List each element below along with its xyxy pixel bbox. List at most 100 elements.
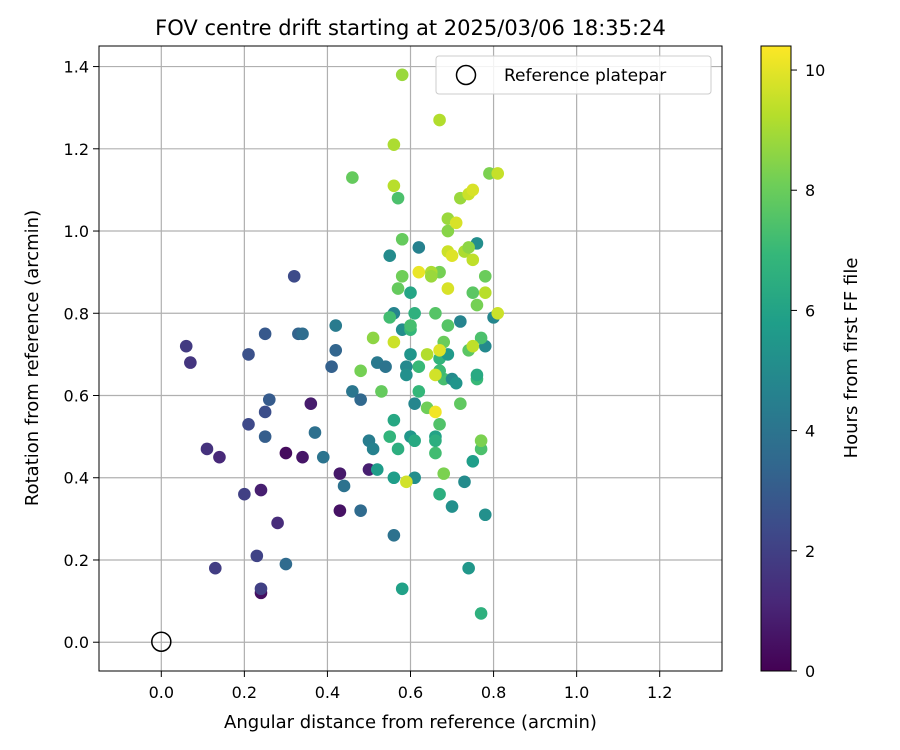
scatter-point (454, 397, 467, 411)
colorbar-tick-label: 4 (805, 422, 815, 441)
grid-lines (99, 46, 722, 671)
scatter-point (354, 393, 367, 406)
scatter-point (478, 269, 492, 283)
chart-title: FOV centre drift starting at 2025/03/06 … (155, 16, 666, 40)
scatter-point (379, 360, 392, 374)
scatter-point (387, 413, 401, 427)
x-axis-ticks: 0.0 0.2 0.4 0.6 0.8 1.0 1.2 (149, 671, 672, 702)
scatter-point (404, 348, 417, 361)
scatter-point (491, 167, 505, 180)
x-tick-label: 0.6 (398, 683, 423, 702)
scatter-point (404, 286, 417, 300)
scatter-point (395, 269, 409, 283)
scatter-point (404, 319, 417, 332)
colorbar-tick-label: 6 (805, 301, 815, 320)
scatter-point (325, 360, 338, 374)
scatter-point (395, 582, 409, 596)
scatter-point (429, 368, 442, 382)
colorbar-tick-label: 2 (805, 542, 815, 561)
scatter-point (391, 442, 405, 456)
colorbar-label: Hours from first FF file (841, 258, 862, 459)
scatter-point (346, 385, 359, 398)
legend-label: Reference platepar (504, 66, 666, 86)
scatter-point (383, 249, 397, 263)
scatter-point (387, 335, 401, 349)
scatter-point (391, 191, 405, 205)
reference-platepar-marker (151, 631, 172, 652)
scatter-point (329, 343, 343, 357)
scatter-point (383, 311, 397, 324)
scatter-point (462, 561, 475, 575)
y-axis-ticks: 0.0 0.2 0.4 0.6 0.8 1.0 1.2 1.4 (64, 58, 99, 652)
scatter-point (304, 397, 318, 411)
scatter-point (383, 430, 397, 443)
scatter-point (184, 356, 197, 369)
y-tick-label: 1.0 (64, 222, 89, 241)
scatter-point (258, 430, 272, 443)
scatter-point (466, 183, 480, 197)
scatter-point (474, 331, 488, 345)
legend: Reference platepar (435, 55, 712, 95)
scatter-point (387, 529, 401, 542)
scatter-point (242, 417, 255, 431)
scatter-point (238, 487, 251, 501)
scatter-point (354, 364, 367, 378)
scatter-point (179, 339, 193, 353)
legend-box (435, 55, 712, 95)
y-tick-label: 1.4 (64, 58, 89, 77)
scatter-point (412, 360, 426, 374)
scatter-point (271, 516, 284, 530)
scatter-point (412, 265, 426, 279)
x-tick-label: 1.0 (564, 683, 589, 702)
scatter-point (429, 405, 442, 419)
scatter-point (454, 315, 467, 328)
y-tick-label: 1.2 (64, 140, 89, 159)
scatter-point (462, 241, 475, 254)
colorbar-ticks: 0 2 4 6 8 10 (791, 61, 825, 681)
scatter-point (491, 306, 505, 320)
y-axis-label: Rotation from reference (arcmin) (22, 210, 43, 506)
scatter-point (208, 561, 222, 575)
scatter-point (354, 504, 367, 517)
scatter-point (433, 113, 446, 127)
x-axis-label: Angular distance from reference (arcmin) (224, 712, 597, 733)
scatter-point (408, 306, 421, 320)
scatter-point (466, 339, 480, 353)
scatter-point (429, 306, 442, 320)
scatter-point (279, 557, 293, 571)
scatter-point (478, 286, 492, 300)
scatter-point (408, 434, 421, 448)
scatter-point (433, 417, 446, 431)
scatter-point (412, 241, 426, 254)
y-tick-label: 0.2 (64, 551, 89, 570)
scatter-point (420, 348, 434, 361)
scatter-point (474, 434, 488, 448)
scatter-point (346, 171, 359, 184)
scatter-point (445, 249, 459, 263)
scatter-point (258, 327, 272, 341)
scatter-point (329, 319, 343, 332)
scatter-point (387, 471, 401, 485)
scatter-point (254, 582, 268, 596)
x-tick-label: 0.2 (232, 683, 257, 702)
scatter-point (441, 282, 455, 295)
x-tick-label: 0.4 (315, 683, 340, 702)
scatter-point (433, 487, 446, 501)
scatter-point (387, 179, 401, 193)
scatter-point (449, 216, 463, 230)
scatter-point (429, 434, 442, 448)
scatter-point (449, 376, 463, 390)
scatter-point (366, 331, 380, 345)
scatter-point (250, 549, 264, 563)
scatter-point (424, 269, 438, 283)
scatter-points (179, 68, 505, 620)
scatter-point (466, 454, 480, 468)
scatter-point (200, 442, 214, 456)
scatter-point (333, 504, 347, 517)
scatter-point (213, 450, 226, 464)
scatter-point (333, 467, 347, 480)
scatter-point (391, 282, 405, 295)
scatter-point (262, 393, 276, 406)
x-tick-label: 0.8 (481, 683, 506, 702)
